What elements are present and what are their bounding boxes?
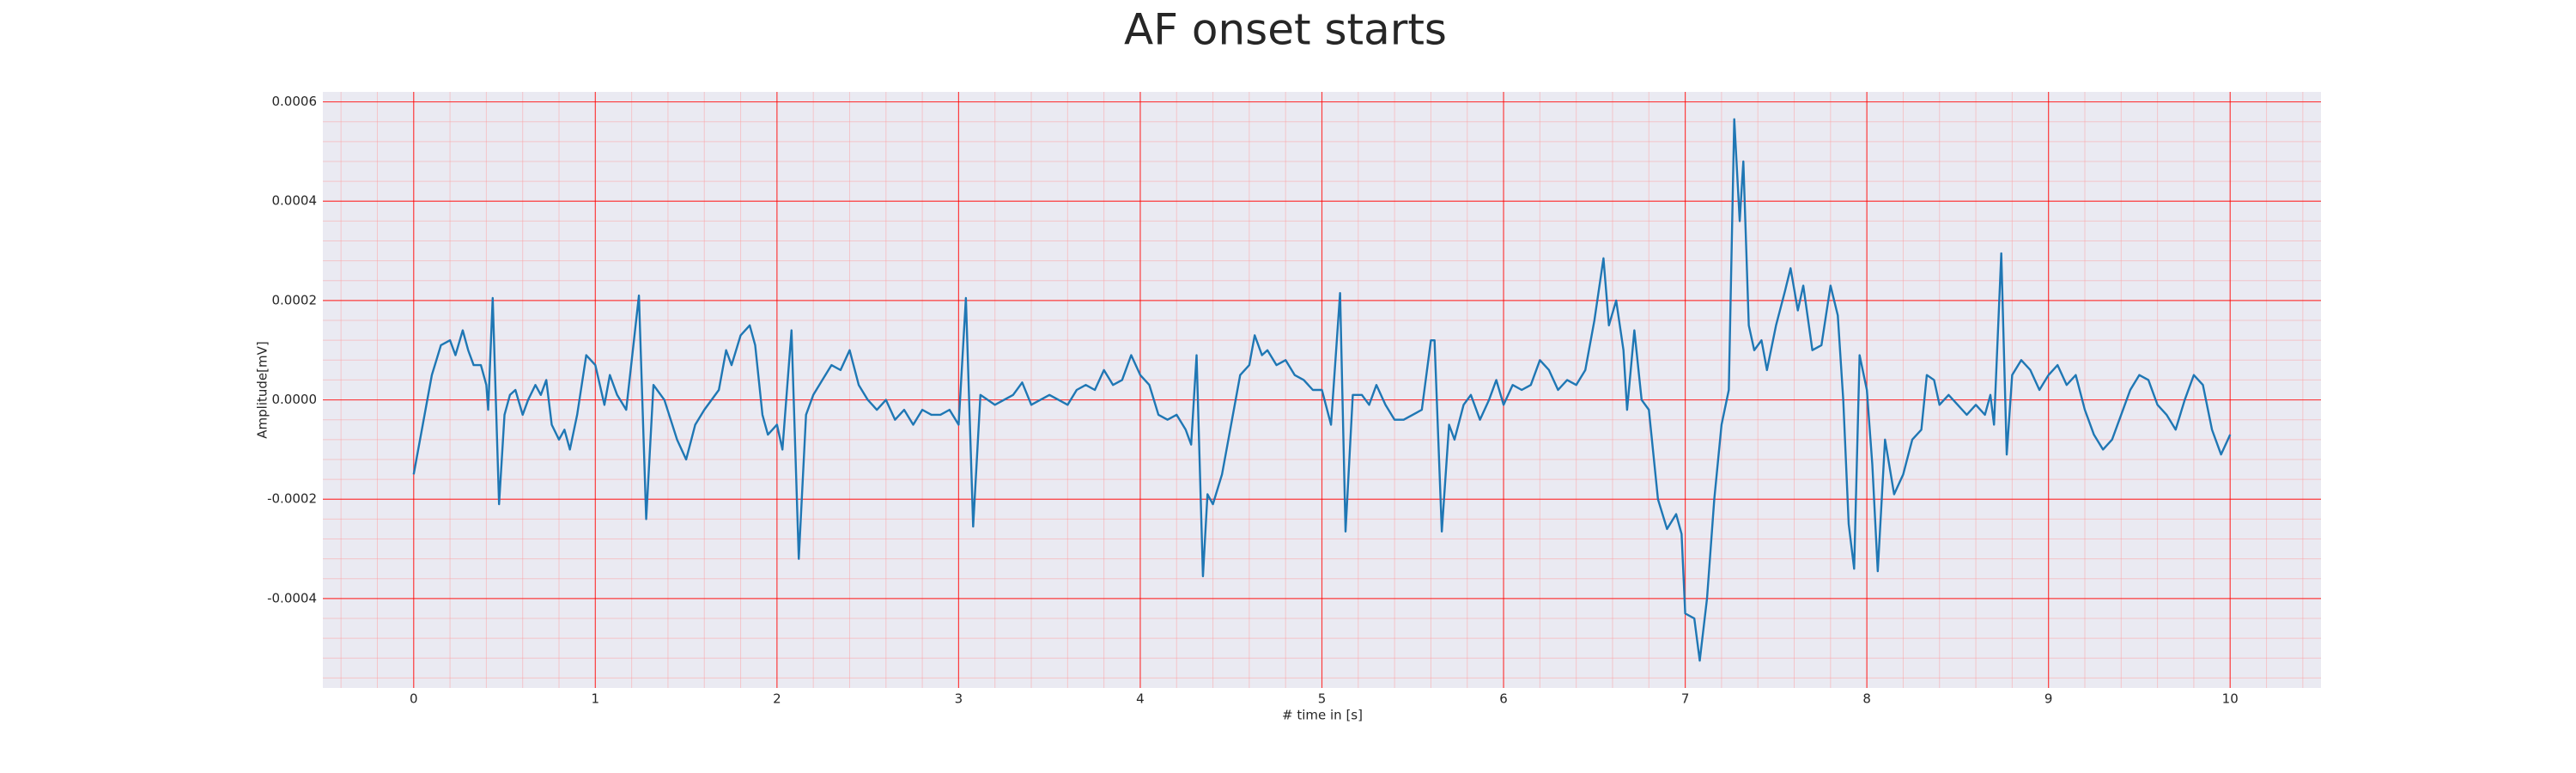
x-tick-label: 10: [2222, 691, 2239, 707]
y-tick-label: 0.0006: [272, 94, 318, 109]
x-tick-label: 7: [1681, 691, 1690, 707]
x-tick-label: 5: [1318, 691, 1327, 707]
y-tick-label: -0.0002: [267, 491, 317, 507]
x-tick-label: 8: [1862, 691, 1871, 707]
x-tick-label: 9: [2044, 691, 2053, 707]
x-tick-label: 1: [592, 691, 600, 707]
x-tick-label: 0: [410, 691, 418, 707]
signal-line: [412, 118, 2232, 662]
y-tick-label: 0.0004: [272, 193, 318, 209]
y-tick-label: 0.0002: [272, 292, 318, 307]
y-tick-label: 0.0000: [272, 392, 318, 407]
chart-title: AF onset starts: [1124, 5, 1447, 55]
y-tick-label: -0.0004: [267, 590, 317, 606]
x-tick-label: 3: [955, 691, 963, 707]
y-axis-label: Amplitude[mV]: [255, 341, 270, 438]
x-tick-label: 2: [773, 691, 781, 707]
x-tick-label: 6: [1499, 691, 1508, 707]
x-axis-label: # time in [s]: [1282, 708, 1363, 723]
x-tick-label: 4: [1136, 691, 1145, 707]
